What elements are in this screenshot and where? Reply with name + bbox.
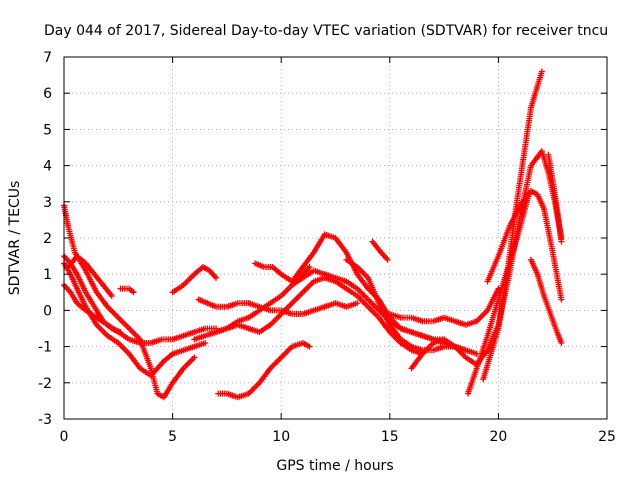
data-point [202, 339, 209, 346]
data-point [306, 263, 313, 270]
y-tick-label: 0 [43, 303, 52, 319]
data-point [130, 289, 137, 296]
data-point [384, 256, 391, 263]
y-tick-label: 2 [43, 231, 52, 247]
x-tick-labels: 0 5 10 15 20 25 [60, 429, 616, 445]
data-point [538, 68, 545, 75]
data-point [306, 343, 313, 350]
x-tick-label: 25 [598, 429, 616, 445]
series-sat-g [169, 263, 220, 296]
data-point [117, 329, 124, 336]
x-axis-label: GPS time / hours [276, 458, 393, 474]
series-sat-u [527, 256, 565, 346]
data-point [558, 339, 565, 346]
x-tick-label: 15 [381, 429, 399, 445]
series-sat-o [369, 238, 391, 263]
y-tick-label: 4 [43, 159, 52, 175]
y-tick-label: 6 [43, 86, 52, 102]
y-axis-label: SDTVAR / TECUs [7, 181, 23, 296]
data-point [213, 274, 220, 281]
y-tick-label: 3 [43, 195, 52, 211]
chart-title: Day 044 of 2017, Sidereal Day-to-day VTE… [44, 23, 608, 39]
x-tick-label: 20 [489, 429, 507, 445]
x-tick-label: 0 [60, 429, 69, 445]
data-point [108, 292, 115, 299]
data-point [354, 300, 361, 307]
series-sat-t [484, 187, 565, 303]
series-sat-b [61, 260, 209, 379]
y-tick-label: 7 [43, 50, 52, 66]
data-points [61, 68, 565, 401]
y-tick-label: 1 [43, 267, 52, 283]
series-sat-n [343, 256, 480, 357]
y-tick-label: -1 [38, 340, 52, 356]
series-sat-f [117, 285, 137, 296]
series-sat-v [545, 151, 565, 245]
axis-ticks [63, 56, 608, 420]
data-point [558, 296, 565, 303]
y-tick-label: 5 [43, 122, 52, 138]
data-point [558, 238, 565, 245]
series-sat-p [386, 285, 502, 328]
y-tick-labels: -3 -2 -1 0 1 2 3 4 5 6 7 [38, 50, 52, 428]
y-tick-label: -2 [38, 376, 52, 392]
y-tick-label: -3 [38, 412, 52, 428]
data-point [191, 354, 198, 361]
x-tick-label: 10 [272, 429, 290, 445]
series-sat-e [65, 253, 115, 299]
series-sat-j [215, 339, 313, 401]
x-tick-label: 5 [168, 429, 177, 445]
